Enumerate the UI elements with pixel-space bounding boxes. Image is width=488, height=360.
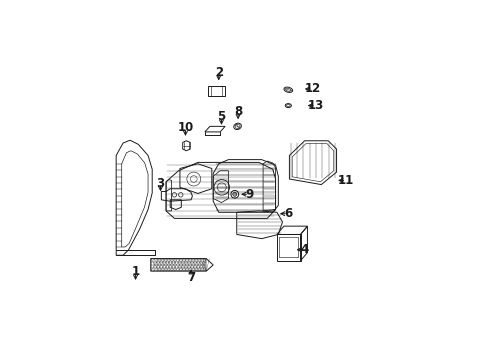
Text: 12: 12 <box>304 82 321 95</box>
Text: 10: 10 <box>177 121 193 134</box>
Text: 1: 1 <box>131 265 140 278</box>
Text: 2: 2 <box>214 66 223 79</box>
Text: 5: 5 <box>217 110 225 123</box>
Text: 7: 7 <box>186 271 195 284</box>
Text: 4: 4 <box>300 243 308 256</box>
Text: 11: 11 <box>337 174 354 187</box>
Text: 9: 9 <box>244 188 253 201</box>
Text: 8: 8 <box>234 105 242 118</box>
Text: 13: 13 <box>307 99 323 112</box>
Text: 6: 6 <box>284 207 291 220</box>
Text: 3: 3 <box>156 177 164 190</box>
